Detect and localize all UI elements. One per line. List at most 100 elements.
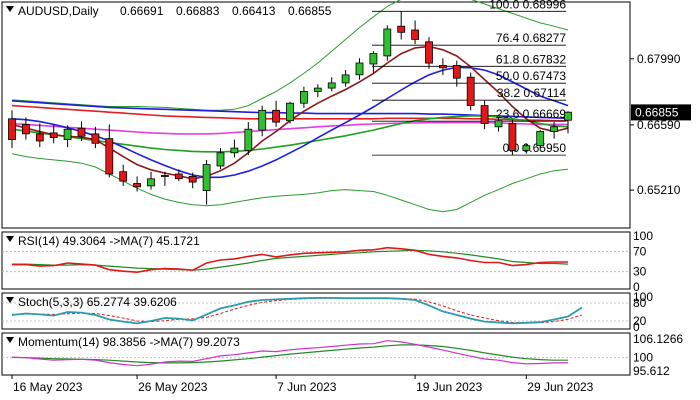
candle [425, 37, 433, 69]
candle-body-down [133, 183, 142, 188]
candle-body-up [369, 53, 378, 65]
candle [272, 100, 281, 127]
stoch-collapse-arrow-icon[interactable] [6, 297, 14, 303]
rsi-ma-line [12, 249, 569, 271]
candle-body-down [411, 29, 420, 40]
candle-body-down [35, 133, 44, 142]
candle-body-up [286, 102, 294, 122]
last-price-label: 0.66855 [635, 105, 679, 119]
candle [119, 164, 128, 186]
stoch-label: Stoch(5,3,3) 65.2774 39.6206 [18, 295, 177, 309]
time-tick-label: 29 Jun 2023 [527, 380, 593, 394]
candle-body-down [91, 133, 100, 144]
candle [174, 169, 183, 182]
candle-body-up [202, 164, 211, 192]
candle [286, 101, 294, 124]
candle-body-up [244, 128, 253, 151]
fib-level-label: 61.8 0.67832 [496, 52, 566, 66]
candle [147, 171, 155, 190]
candle-body-down [8, 118, 16, 141]
candle [49, 124, 58, 144]
candle-body-down [21, 124, 30, 135]
candle [411, 20, 420, 45]
candle-body-up [160, 175, 169, 177]
candle [383, 25, 392, 61]
axis-tick-label: 100 [633, 351, 653, 365]
rsi-panel-frame [1, 231, 631, 290]
axis-tick-label: 80 [633, 296, 647, 310]
rsi-line [12, 246, 568, 274]
axis-tick-label: 30 [633, 265, 647, 279]
fib-level-label: 76.4 0.68277 [496, 31, 566, 45]
candle-body-down [438, 65, 447, 69]
moving-average-line-5 [11, 66, 569, 179]
candle [494, 117, 503, 132]
candle-body-up [63, 128, 72, 140]
momentum-label: Momentum(14) 98.3856 ->MA(7) 99.2073 [18, 335, 240, 349]
stoch-k-line [11, 297, 583, 325]
candle [397, 11, 406, 40]
candle [21, 117, 30, 140]
fib-level-label: 0.0 0.65950 [503, 141, 567, 155]
main-header: AUDUSD,Daily 0.66691 0.66883 0.66413 0.6… [6, 4, 332, 18]
candle [258, 105, 267, 137]
time-tick-label: 16 May 2023 [13, 380, 83, 394]
candle-body-up [564, 111, 572, 121]
high-value: 0.66883 [176, 4, 220, 18]
axis-tick-label: 70 [633, 244, 647, 258]
stoch-d-line [11, 297, 583, 324]
axis-tick-label: 106.1266 [633, 332, 683, 346]
axis-tick-label: 100 [633, 229, 653, 243]
open-value: 0.66691 [120, 4, 164, 18]
candle-body-down [105, 138, 114, 175]
last-price-box [631, 104, 691, 121]
candle [536, 130, 545, 151]
candle [369, 51, 378, 74]
momentum-ma-line [11, 344, 568, 364]
collapse-arrow-icon[interactable] [6, 6, 14, 12]
candle [313, 84, 322, 98]
candle [564, 111, 572, 134]
candle [91, 126, 100, 149]
fib-level-label: 38.2 0.67114 [497, 86, 567, 100]
candle-body-up [313, 87, 322, 92]
momentum-collapse-arrow-icon[interactable] [6, 337, 14, 343]
fib-level-label: 100.0 0.68996 [489, 0, 566, 11]
candle-body-down [119, 171, 128, 182]
candle [466, 72, 475, 111]
candle [355, 58, 364, 80]
axis-tick-label: 0 [633, 320, 640, 334]
candle [299, 86, 308, 108]
momentum-line [11, 340, 569, 367]
time-tick-label: 19 Jun 2023 [416, 380, 482, 394]
time-tick-label: 7 Jun 2023 [277, 380, 337, 394]
candle [133, 176, 142, 192]
candle-body-down [77, 127, 86, 137]
candle-body-up [341, 74, 350, 84]
candle-body-up [494, 120, 503, 128]
main-panel: 100.0 0.68996 76.4 0.68277 61.8 0.67832 50.… [1, 0, 691, 229]
price-tick-label: 0.67990 [637, 52, 681, 66]
candle-body-up [216, 152, 225, 167]
axis-tick-label: 100 [633, 290, 653, 304]
axis-tick-label: 0 [633, 280, 640, 294]
candle-body-down [397, 25, 406, 33]
candle-body-down [174, 173, 183, 180]
candle [522, 143, 531, 154]
candle [550, 122, 558, 139]
candle [8, 110, 16, 149]
fib-level-label: 23.6 0.66669 [496, 107, 566, 121]
candle-body-down [480, 105, 489, 124]
candle [105, 124, 114, 178]
candle [508, 119, 517, 156]
candle [63, 125, 72, 148]
fib-level-label: 50.0 0.67473 [496, 69, 566, 83]
close-value: 0.66855 [288, 4, 332, 18]
candle [341, 70, 350, 87]
candle [244, 122, 253, 156]
candle-body-up [147, 178, 155, 187]
rsi-collapse-arrow-icon[interactable] [6, 236, 14, 242]
candle [202, 159, 211, 205]
candle [160, 171, 169, 186]
